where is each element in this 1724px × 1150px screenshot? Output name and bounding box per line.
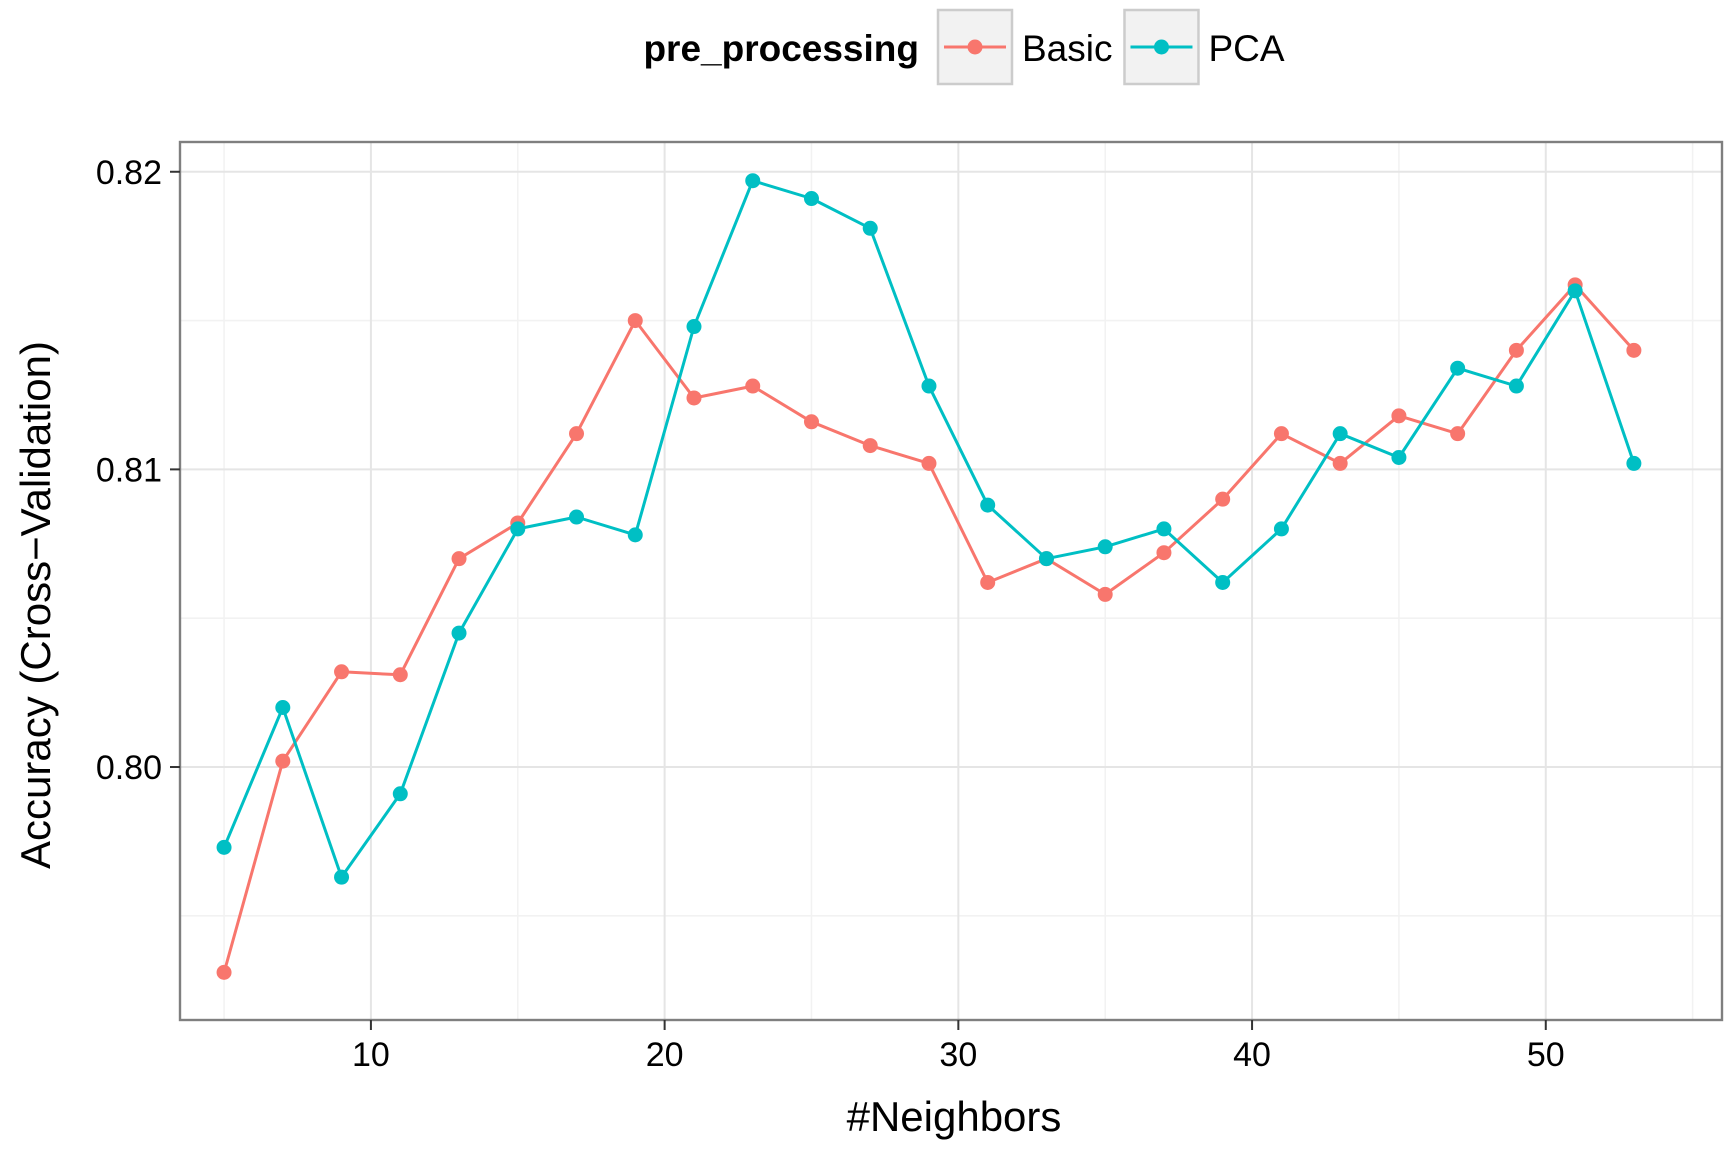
data-point-basic (1391, 408, 1407, 424)
data-point-basic (1215, 491, 1231, 507)
x-axis-title: #Neighbors (847, 1093, 1062, 1140)
data-point-pca (1567, 283, 1583, 299)
data-point-basic (803, 414, 819, 430)
data-point-pca (1215, 574, 1231, 590)
data-point-pca (1097, 539, 1113, 555)
legend-item-pca: PCA (1123, 8, 1285, 86)
data-point-basic (686, 390, 702, 406)
data-point-pca (1391, 449, 1407, 465)
data-point-pca (1626, 455, 1642, 471)
series-line-pca (222, 179, 1636, 879)
data-point-pca (1332, 426, 1348, 442)
data-point-pca (803, 191, 819, 207)
data-point-basic (569, 426, 585, 442)
data-point-basic (392, 667, 408, 683)
data-point-basic (451, 551, 467, 567)
data-point-basic (1626, 342, 1642, 358)
data-point-pca (1156, 521, 1172, 537)
x-tick-label: 20 (646, 1036, 684, 1074)
data-point-basic (745, 378, 761, 394)
data-point-basic (1508, 342, 1524, 358)
y-tick-label: 0.81 (96, 451, 162, 489)
legend-label: PCA (1208, 28, 1284, 69)
data-point-basic (334, 664, 350, 680)
data-point-pca (216, 839, 232, 855)
legend-title: pre_processing (643, 28, 919, 69)
y-tick-label: 0.80 (96, 749, 162, 787)
panel-border (178, 140, 1724, 1022)
data-point-pca (1508, 378, 1524, 394)
data-point-basic (1097, 586, 1113, 602)
data-point-pca (745, 173, 761, 189)
data-point-pca (510, 521, 526, 537)
data-point-basic (1156, 545, 1172, 561)
data-point-pca (451, 625, 467, 641)
data-point-pca (569, 509, 585, 525)
x-tick-label: 10 (352, 1036, 390, 1074)
x-tick-label: 50 (1527, 1036, 1565, 1074)
data-point-pca (921, 378, 937, 394)
plot-area: 10 20 30 40 50 0.80 0.81 0.82 (96, 140, 1724, 1074)
x-tick-label: 30 (939, 1036, 977, 1074)
legend-key-point (967, 39, 983, 55)
y-tick-label: 0.82 (96, 154, 162, 192)
series-pca (216, 173, 1642, 885)
data-point-pca (980, 497, 996, 513)
legend: pre_processing Basic PCA (643, 8, 1285, 86)
data-point-pca (1038, 551, 1054, 567)
data-point-pca (1273, 521, 1289, 537)
data-point-pca (1450, 360, 1466, 376)
data-point-pca (334, 869, 350, 885)
data-point-pca (862, 220, 878, 236)
data-point-basic (1273, 426, 1289, 442)
data-point-pca (627, 527, 643, 543)
data-point-basic (1450, 426, 1466, 442)
legend-label: Basic (1022, 28, 1112, 69)
data-point-basic (216, 964, 232, 980)
data-point-basic (1332, 455, 1348, 471)
data-point-basic (921, 455, 937, 471)
data-point-basic (980, 574, 996, 590)
data-point-basic (862, 438, 878, 454)
y-axis-title: Accuracy (Cross−Validation) (12, 341, 59, 869)
data-point-basic (275, 753, 291, 769)
data-point-pca (392, 786, 408, 802)
legend-item-basic: Basic (936, 8, 1112, 86)
x-tick-label: 40 (1233, 1036, 1271, 1074)
data-point-pca (686, 319, 702, 335)
data-point-pca (275, 699, 291, 715)
data-point-basic (627, 313, 643, 329)
legend-key-point (1153, 39, 1169, 55)
